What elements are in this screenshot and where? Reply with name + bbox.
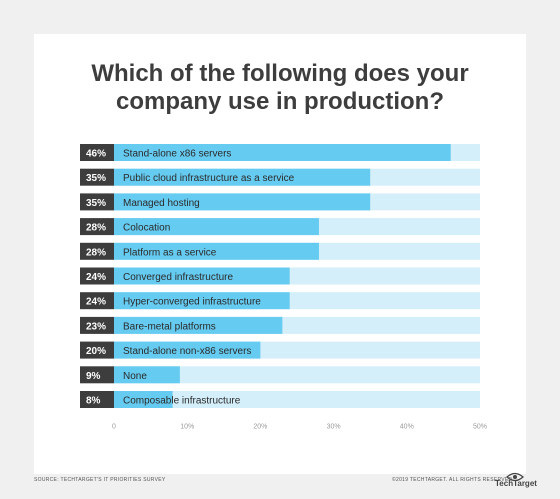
- data-label: 23%: [86, 321, 106, 332]
- data-label: 28%: [86, 247, 106, 258]
- value-badge: [80, 292, 114, 310]
- bar: [114, 267, 290, 285]
- category-label: Hyper-converged infrastructure: [123, 297, 261, 308]
- value-badge: [80, 316, 114, 334]
- chart-title-line-2: company use in production?: [115, 88, 445, 115]
- category-label: None: [123, 371, 147, 382]
- value-badge: [80, 193, 114, 211]
- bar: [114, 193, 371, 211]
- value-badge: [80, 218, 114, 236]
- data-label: 28%: [86, 223, 106, 234]
- eye-logo-icon: [506, 472, 524, 482]
- category-label: Colocation: [123, 223, 170, 234]
- value-badge: [80, 267, 114, 285]
- x-tick-label: 30%: [327, 424, 341, 431]
- data-label: 20%: [86, 346, 106, 357]
- x-tick-label: 20%: [253, 424, 267, 431]
- x-tick-label: 10%: [180, 424, 194, 431]
- data-label: 35%: [86, 173, 106, 184]
- category-label: Public cloud infrastructure as a service: [123, 173, 295, 184]
- category-label: Managed hosting: [123, 198, 200, 209]
- data-label: 8%: [86, 396, 101, 407]
- category-label: Bare-metal platforms: [123, 321, 216, 332]
- bar: [114, 316, 283, 334]
- data-label: 9%: [86, 371, 101, 382]
- value-badge: [80, 242, 114, 260]
- bar-track: [114, 366, 480, 384]
- category-label: Stand-alone non-x86 servers: [123, 346, 251, 357]
- bar: [114, 292, 290, 310]
- bar: [114, 242, 319, 260]
- category-label: Platform as a service: [123, 247, 217, 258]
- data-label: 46%: [86, 149, 106, 160]
- x-tick-label: 40%: [400, 424, 414, 431]
- copyright-note: ©2019 TECHTARGET. ALL RIGHTS RESERVED: [392, 477, 513, 483]
- logo-text: TechTarget: [495, 479, 537, 488]
- chart-title-line-1: Which of the following does your: [91, 60, 469, 87]
- value-badge: [80, 168, 114, 186]
- value-badge: [80, 391, 114, 408]
- x-tick-label: 50%: [473, 424, 487, 431]
- value-badge: [80, 144, 114, 161]
- bar: [114, 391, 173, 408]
- bar: [114, 366, 180, 384]
- source-note: SOURCE: TECHTARGET'S IT PRIORITIES SURVE…: [34, 477, 166, 483]
- data-label: 24%: [86, 297, 106, 308]
- techtarget-logo: TechTarget: [495, 470, 537, 492]
- data-label: 24%: [86, 272, 106, 283]
- bar: [114, 341, 261, 359]
- chart-title: Which of the following does your company…: [34, 60, 526, 116]
- bar: [114, 144, 451, 161]
- value-badge: [80, 366, 114, 384]
- category-label: Composable infrastructure: [123, 396, 241, 407]
- category-label: Stand-alone x86 servers: [123, 149, 231, 160]
- bar-track: [114, 391, 480, 408]
- data-label: 35%: [86, 198, 106, 209]
- bar: [114, 218, 319, 236]
- category-label: Converged infrastructure: [123, 272, 233, 283]
- bar: [114, 168, 371, 186]
- value-badge: [80, 341, 114, 359]
- x-tick-label: 0: [112, 424, 116, 431]
